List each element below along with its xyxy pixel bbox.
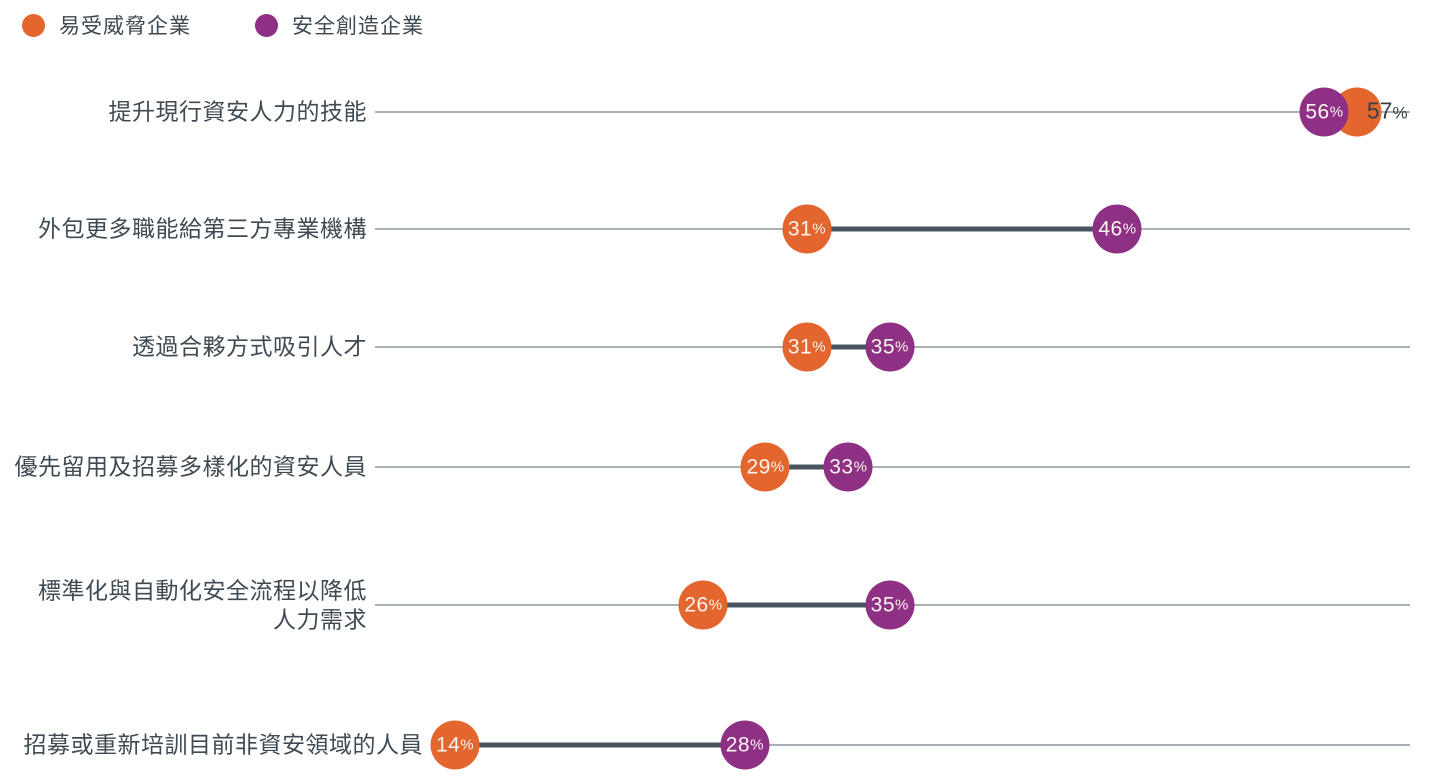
percent-sign: % — [1122, 220, 1137, 238]
dot-vulnerable: 29% — [740, 442, 790, 492]
value-number: 28 — [725, 733, 751, 756]
legend-item-secure: 安全創造企業 — [255, 10, 424, 40]
dot-vulnerable: 31% — [782, 204, 832, 254]
percent-sign: % — [1392, 103, 1408, 123]
dumbbell-connector — [765, 464, 849, 470]
dumbbell-connector — [806, 226, 1118, 232]
value-number: 29 — [746, 455, 771, 478]
row-baseline — [375, 111, 1410, 113]
percent-sign: % — [895, 338, 909, 356]
outside-value-label: 57% — [1367, 97, 1408, 124]
value-number: 14 — [435, 733, 461, 756]
percent-sign: % — [895, 596, 909, 614]
legend-item-label: 安全創造企業 — [292, 15, 424, 38]
legend-item-label: 易受威脅企業 — [59, 15, 191, 38]
dumbbell-connector — [703, 602, 890, 608]
category-label: 透過合夥方式吸引人才 — [132, 333, 367, 360]
percent-sign: % — [853, 458, 867, 476]
value-number: 33 — [829, 455, 854, 478]
category-label: 外包更多職能給第三方專業機構 — [38, 215, 367, 242]
legend-dot-icon — [255, 13, 278, 37]
value-number: 35 — [870, 335, 895, 358]
value-number: 46 — [1098, 217, 1123, 240]
percent-sign: % — [812, 338, 826, 356]
percent-sign: % — [812, 220, 826, 238]
dot-vulnerable: 26% — [678, 580, 728, 630]
category-label: 招募或重新培訓目前非資安領域的人員 — [23, 731, 423, 758]
dot-secure: 33% — [823, 442, 873, 492]
dot-secure: 35% — [865, 322, 914, 372]
dot-secure: 28% — [720, 720, 770, 770]
category-label: 提升現行資安人力的技能 — [108, 98, 367, 125]
dumbbell-connector — [806, 344, 890, 350]
category-label: 標準化與自動化安全流程以降低 人力需求 — [38, 577, 367, 632]
row-baseline — [375, 466, 1410, 468]
legend-item-vulnerable: 易受威脅企業 — [22, 10, 191, 40]
percent-sign: % — [1329, 103, 1344, 121]
value-number: 31 — [787, 217, 813, 240]
dot-secure: 35% — [865, 580, 914, 630]
category-label: 優先留用及招募多樣化的資安人員 — [14, 453, 367, 480]
dot-secure: 56% — [1299, 87, 1349, 137]
dot-vulnerable: 31% — [782, 322, 832, 372]
percent-sign: % — [750, 736, 764, 754]
legend-dot-icon — [22, 13, 45, 37]
percent-sign: % — [460, 736, 474, 754]
value-number: 57 — [1366, 97, 1393, 124]
value-number: 56 — [1305, 100, 1330, 123]
dot-vulnerable: 14% — [430, 720, 480, 770]
dot-secure: 46% — [1092, 204, 1142, 254]
dumbbell-connector — [454, 742, 745, 748]
percent-sign: % — [708, 596, 723, 614]
value-number: 26 — [684, 593, 709, 616]
percent-sign: % — [770, 458, 785, 476]
value-number: 35 — [870, 593, 895, 616]
value-number: 31 — [787, 335, 813, 358]
row-baseline — [431, 744, 1410, 746]
